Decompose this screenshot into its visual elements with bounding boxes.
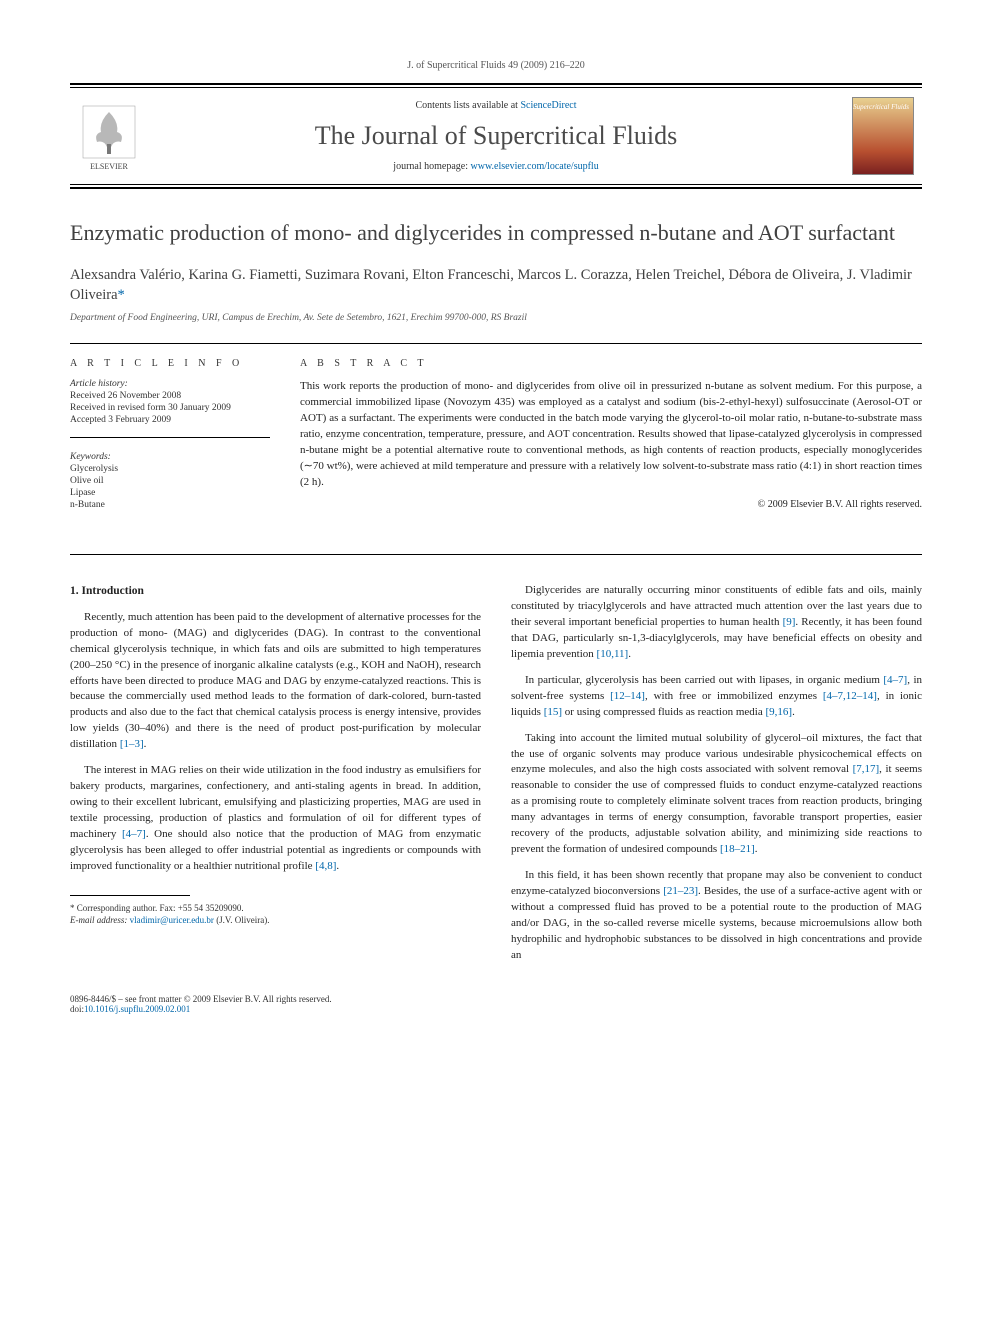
- front-matter: 0896-8446/$ – see front matter © 2009 El…: [70, 994, 922, 1004]
- text: or using compressed fluids as reaction m…: [562, 706, 765, 718]
- paragraph: Taking into account the limited mutual s…: [511, 731, 922, 859]
- paragraph: The interest in MAG relies on their wide…: [70, 763, 481, 875]
- ref-link[interactable]: [10,11]: [597, 648, 629, 660]
- ref-link[interactable]: [9,16]: [765, 706, 792, 718]
- email-name: (J.V. Oliveira).: [214, 915, 270, 925]
- ref-link[interactable]: [4–7]: [122, 828, 146, 840]
- journal-cover[interactable]: Supercritical Fluids: [844, 96, 922, 176]
- column-right: Diglycerides are naturally occurring min…: [511, 583, 922, 974]
- ref-link[interactable]: [4–7]: [883, 674, 907, 686]
- ref-link[interactable]: [21–23]: [663, 885, 698, 897]
- paragraph: Recently, much attention has been paid t…: [70, 610, 481, 753]
- ref-link[interactable]: [12–14]: [610, 690, 645, 702]
- article-info: A R T I C L E I N F O Article history: R…: [70, 358, 270, 536]
- paragraph: Diglycerides are naturally occurring min…: [511, 583, 922, 663]
- elsevier-logo[interactable]: ELSEVIER: [70, 96, 148, 176]
- keyword: Glycerolysis: [70, 464, 270, 474]
- column-left: 1. Introduction Recently, much attention…: [70, 583, 481, 974]
- keywords-block: Keywords: Glycerolysis Olive oil Lipase …: [70, 452, 270, 522]
- doi-link[interactable]: 10.1016/j.supflu.2009.02.001: [84, 1004, 190, 1014]
- doi-label: doi:: [70, 1004, 84, 1014]
- article-history: Article history: Received 26 November 20…: [70, 379, 270, 438]
- email-label: E-mail address:: [70, 915, 130, 925]
- keyword: Lipase: [70, 488, 270, 498]
- history-revised: Received in revised form 30 January 2009: [70, 403, 270, 413]
- ref-link[interactable]: [18–21]: [720, 843, 755, 855]
- keyword: n-Butane: [70, 500, 270, 510]
- journal-cover-image: Supercritical Fluids: [852, 97, 914, 175]
- contents-prefix: Contents lists available at: [415, 100, 520, 111]
- ref-link[interactable]: [9]: [783, 616, 796, 628]
- keywords-label: Keywords:: [70, 452, 270, 462]
- history-accepted: Accepted 3 February 2009: [70, 415, 270, 425]
- homepage-prefix: journal homepage:: [393, 161, 470, 172]
- article-info-heading: A R T I C L E I N F O: [70, 358, 270, 369]
- page-footer: 0896-8446/$ – see front matter © 2009 El…: [70, 994, 922, 1014]
- sciencedirect-link[interactable]: ScienceDirect: [520, 100, 576, 111]
- page: J. of Supercritical Fluids 49 (2009) 216…: [0, 0, 992, 1054]
- ref-link[interactable]: [7,17]: [853, 763, 880, 775]
- abstract-copyright: © 2009 Elsevier B.V. All rights reserved…: [300, 499, 922, 510]
- keyword: Olive oil: [70, 476, 270, 486]
- elsevier-tree-icon: [79, 102, 139, 162]
- text: , it seems reasonable to consider the us…: [511, 763, 922, 855]
- ref-link[interactable]: [4,8]: [315, 860, 336, 872]
- journal-reference: J. of Supercritical Fluids 49 (2009) 216…: [70, 60, 922, 71]
- journal-title: The Journal of Supercritical Fluids: [158, 121, 834, 151]
- abstract-heading: A B S T R A C T: [300, 358, 922, 369]
- homepage-link[interactable]: www.elsevier.com/locate/supflu: [471, 161, 599, 172]
- journal-homepage: journal homepage: www.elsevier.com/locat…: [158, 161, 834, 172]
- elsevier-label: ELSEVIER: [90, 162, 128, 171]
- ref-link[interactable]: [1–3]: [120, 738, 144, 750]
- contents-available: Contents lists available at ScienceDirec…: [158, 100, 834, 111]
- abstract-text: This work reports the production of mono…: [300, 379, 922, 491]
- email-link[interactable]: vladimir@uricer.edu.br: [130, 915, 214, 925]
- text: , with free or immobilized enzymes: [645, 690, 823, 702]
- paragraph: In particular, glycerolysis has been car…: [511, 673, 922, 721]
- history-label: Article history:: [70, 379, 270, 389]
- history-received: Received 26 November 2008: [70, 391, 270, 401]
- doi-line: doi:10.1016/j.supflu.2009.02.001: [70, 1004, 922, 1014]
- authors-list: Alexsandra Valério, Karina G. Fiametti, …: [70, 267, 912, 303]
- text: Recently, much attention has been paid t…: [70, 611, 481, 751]
- corr-author-note: * Corresponding author. Fax: +55 54 3520…: [70, 902, 481, 915]
- abstract: A B S T R A C T This work reports the pr…: [300, 358, 922, 536]
- journal-header-inner: ELSEVIER Contents lists available at Sci…: [70, 87, 922, 185]
- journal-header: ELSEVIER Contents lists available at Sci…: [70, 83, 922, 189]
- ref-link[interactable]: [4–7,12–14]: [823, 690, 877, 702]
- affiliation: Department of Food Engineering, URI, Cam…: [70, 313, 922, 323]
- corr-mark: *: [118, 287, 125, 303]
- info-abstract-row: A R T I C L E I N F O Article history: R…: [70, 343, 922, 555]
- section-heading: 1. Introduction: [70, 583, 481, 600]
- footnote: * Corresponding author. Fax: +55 54 3520…: [70, 902, 481, 927]
- email-line: E-mail address: vladimir@uricer.edu.br (…: [70, 914, 481, 927]
- ref-link[interactable]: [15]: [544, 706, 562, 718]
- paragraph: In this field, it has been shown recentl…: [511, 868, 922, 964]
- header-center: Contents lists available at ScienceDirec…: [148, 96, 844, 176]
- journal-cover-text: Supercritical Fluids: [853, 104, 909, 111]
- text: In particular, glycerolysis has been car…: [525, 674, 883, 686]
- body-columns: 1. Introduction Recently, much attention…: [70, 583, 922, 974]
- article-title: Enzymatic production of mono- and diglyc…: [70, 219, 922, 247]
- authors: Alexsandra Valério, Karina G. Fiametti, …: [70, 265, 922, 306]
- footnote-separator: [70, 895, 190, 896]
